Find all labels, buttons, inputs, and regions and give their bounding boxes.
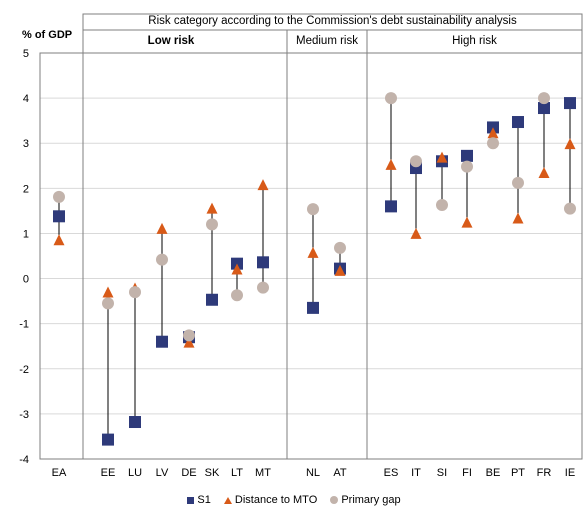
s1-point-fr — [538, 102, 550, 115]
distance-to-mto-point-pt — [512, 212, 524, 224]
y-tick-label--2: -2 — [19, 364, 29, 376]
s1-point-lv — [156, 335, 168, 348]
primary-gap-point-es — [385, 92, 397, 105]
group-label-high-risk: High risk — [452, 35, 497, 47]
distance-to-mto-point-ie — [564, 138, 576, 150]
primary-gap-point-ee — [102, 297, 114, 310]
distance-to-mto-point-es — [385, 158, 397, 170]
legend-label-distance-to-mto: Distance to MTO — [234, 494, 318, 506]
group-label-medium-risk: Medium risk — [296, 35, 358, 47]
x-tick-label-de: DE — [181, 467, 196, 479]
x-tick-label-lv: LV — [156, 467, 169, 479]
distance-to-mto-point-lv — [156, 222, 168, 234]
primary-gap-point-ie — [564, 202, 576, 215]
distance-to-mto-point-nl — [307, 246, 319, 258]
s1-point-es — [385, 200, 397, 213]
primary-gap-point-de — [183, 329, 195, 342]
primary-gap-point-lv — [156, 253, 168, 266]
y-axis-label: % of GDP — [22, 29, 72, 41]
x-tick-label-pt: PT — [511, 467, 525, 479]
x-tick-label-ie: IE — [565, 467, 575, 479]
legend-item-primary-gap: Primary gap — [330, 494, 401, 506]
primary-gap-point-lu — [129, 286, 141, 299]
s1-point-ea — [53, 210, 65, 223]
legend-item-distance-to-mto: Distance to MTO — [223, 494, 318, 506]
y-tick-label-4: 4 — [23, 93, 29, 105]
distance-to-mto-point-fi — [461, 216, 473, 228]
primary-gap-point-at — [334, 241, 346, 254]
circle-marker-icon — [330, 496, 339, 505]
legend-item-s1: S1 — [187, 494, 211, 506]
x-tick-label-mt: MT — [255, 467, 271, 479]
s1-point-nl — [307, 301, 319, 314]
x-tick-label-lt: LT — [231, 467, 243, 479]
primary-gap-point-mt — [257, 281, 269, 294]
s1-point-fi — [461, 149, 473, 162]
y-tick-label-1: 1 — [23, 228, 29, 240]
x-tick-label-es: ES — [384, 467, 399, 479]
triangle-marker-icon — [223, 496, 232, 504]
x-tick-label-lu: LU — [128, 467, 142, 479]
legend: S1 Distance to MTO Primary gap — [0, 494, 588, 506]
y-tick-label--1: -1 — [19, 319, 29, 331]
s1-point-mt — [257, 256, 269, 269]
primary-gap-point-sk — [206, 218, 218, 231]
distance-to-mto-point-fr — [538, 166, 550, 178]
x-tick-label-ee: EE — [101, 467, 116, 479]
distance-to-mto-point-ee — [102, 286, 114, 298]
y-tick-label-0: 0 — [23, 274, 29, 286]
group-label-low-risk: Low risk — [148, 35, 195, 47]
x-tick-label-it: IT — [411, 467, 421, 479]
y-tick-label--3: -3 — [19, 409, 29, 421]
x-tick-label-ea: EA — [52, 467, 67, 479]
s1-point-lu — [129, 416, 141, 429]
distance-to-mto-point-it — [410, 227, 422, 239]
primary-gap-point-nl — [307, 203, 319, 216]
chart-title: Risk category according to the Commissio… — [148, 15, 517, 27]
distance-to-mto-point-si — [436, 151, 448, 163]
distance-to-mto-point-ea — [53, 234, 65, 246]
x-tick-label-be: BE — [486, 467, 501, 479]
x-tick-label-si: SI — [437, 467, 447, 479]
x-tick-label-fr: FR — [537, 467, 552, 479]
primary-gap-point-fr — [538, 92, 550, 105]
s1-point-sk — [206, 293, 218, 306]
distance-to-mto-point-de — [183, 336, 195, 348]
distance-to-mto-point-at — [334, 264, 346, 276]
y-tick-label--4: -4 — [19, 454, 29, 466]
primary-gap-point-fi — [461, 160, 473, 173]
s1-point-pt — [512, 116, 524, 129]
primary-gap-point-pt — [512, 176, 524, 189]
y-tick-label-2: 2 — [23, 183, 29, 195]
y-tick-label-3: 3 — [23, 138, 29, 150]
s1-point-ee — [102, 433, 114, 446]
x-tick-label-nl: NL — [306, 467, 320, 479]
y-tick-label-5: 5 — [23, 48, 29, 60]
legend-label-s1: S1 — [197, 494, 211, 506]
legend-label-primary-gap: Primary gap — [341, 494, 401, 506]
distance-to-mto-point-sk — [206, 202, 218, 214]
primary-gap-point-lt — [231, 289, 243, 302]
x-tick-label-fi: FI — [462, 467, 472, 479]
x-tick-label-sk: SK — [205, 467, 220, 479]
primary-gap-point-be — [487, 137, 499, 150]
distance-to-mto-point-mt — [257, 179, 269, 191]
s1-point-ie — [564, 97, 576, 110]
distance-to-mto-point-be — [487, 127, 499, 139]
x-tick-label-at: AT — [333, 467, 347, 479]
distance-to-mto-point-lt — [231, 263, 243, 275]
primary-gap-point-ea — [53, 190, 65, 203]
primary-gap-point-it — [410, 155, 422, 168]
square-marker-icon — [187, 496, 195, 504]
primary-gap-point-si — [436, 199, 448, 212]
